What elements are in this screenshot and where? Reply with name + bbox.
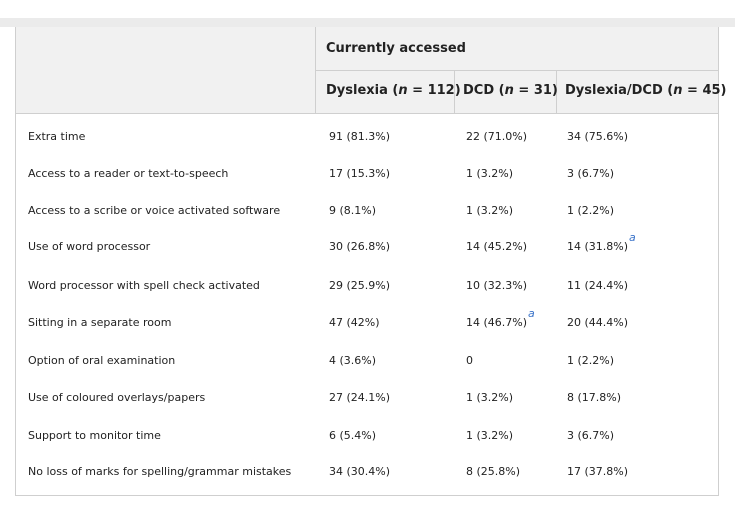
header-col-dcd-name: DCD (463, 83, 495, 98)
cell-dcd: 14 (45.2%) (466, 240, 528, 253)
cell-both: 8 (17.8%) (567, 391, 622, 404)
accommodations-table: Currently accessed Dyslexia (n = 112) DC… (15, 27, 727, 496)
cell-dcd: 1 (3.2%) (466, 391, 514, 404)
row-label: No loss of marks for spelling/grammar mi… (28, 465, 292, 478)
cell-dyslexia: 4 (3.6%) (329, 354, 377, 367)
cell-both: 14 (31.8%) (567, 240, 629, 253)
header-col-dcd: DCD (n = 31) (463, 83, 558, 98)
cell-dyslexia: 9 (8.1%) (329, 204, 377, 217)
row-label: Option of oral examination (28, 354, 176, 367)
cell-dcd: 1 (3.2%) (466, 167, 514, 180)
header-col-both-n-value: 45 (702, 83, 721, 98)
cell-dyslexia: 6 (5.4%) (329, 429, 377, 442)
footnote-marker: a (528, 307, 535, 320)
cell-dcd: 1 (3.2%) (466, 204, 514, 217)
cell-dcd: 10 (32.3%) (466, 279, 528, 292)
header-col-both-name: Dyslexia/DCD (565, 83, 663, 98)
cell-both: 11 (24.4%) (567, 279, 629, 292)
row-label: Access to a reader or text-to-speech (28, 167, 229, 180)
cell-dyslexia: 47 (42%) (329, 316, 380, 329)
row-label: Support to monitor time (28, 429, 161, 442)
cell-dyslexia: 34 (30.4%) (329, 465, 391, 478)
cell-both: 17 (37.8%) (567, 465, 629, 478)
cell-both: 34 (75.6%) (567, 130, 629, 143)
table-header: Currently accessed Dyslexia (n = 112) DC… (16, 27, 727, 114)
cell-both: 1 (2.2%) (567, 204, 615, 217)
header-group-label: Currently accessed (326, 41, 466, 56)
cell-dyslexia: 17 (15.3%) (329, 167, 391, 180)
cell-dcd: 1 (3.2%) (466, 429, 514, 442)
cell-dcd: 8 (25.8%) (466, 465, 521, 478)
header-col-dcd-n-value: 31 (533, 83, 552, 98)
cell-both: 20 (44.4%) (567, 316, 629, 329)
header-divider-both (556, 70, 557, 113)
cell-both: 1 (2.2%) (567, 354, 615, 367)
cell-dyslexia: 29 (25.9%) (329, 279, 391, 292)
cell-both: 3 (6.7%) (567, 167, 615, 180)
header-col-dyslexia: Dyslexia (n = 112) (326, 83, 461, 98)
cell-both: 3 (6.7%) (567, 429, 615, 442)
row-label: Word processor with spell check activate… (28, 279, 260, 292)
cell-dcd: 14 (46.7%) (466, 316, 528, 329)
header-group-rule (315, 70, 718, 71)
cell-dcd: 0 (466, 354, 473, 367)
row-label: Use of coloured overlays/papers (28, 391, 206, 404)
row-label: Access to a scribe or voice activated so… (28, 204, 281, 217)
top-rule (0, 18, 735, 27)
cell-dyslexia: 27 (24.1%) (329, 391, 391, 404)
row-label: Extra time (28, 130, 86, 143)
header-col-both: Dyslexia/DCD (n = 45) (565, 83, 727, 98)
header-col-dyslexia-n-value: 112 (427, 83, 455, 98)
footnote-marker: a (629, 231, 636, 244)
cell-dcd: 22 (71.0%) (466, 130, 528, 143)
header-col-dyslexia-n-label: n (398, 83, 408, 98)
row-label: Sitting in a separate room (28, 316, 172, 329)
header-col-dcd-n-label: n (504, 83, 514, 98)
header-col-both-n-label: n (673, 83, 683, 98)
cell-dyslexia: 30 (26.8%) (329, 240, 391, 253)
header-col-dyslexia-name: Dyslexia (326, 83, 388, 98)
cell-dyslexia: 91 (81.3%) (329, 130, 391, 143)
row-label: Use of word processor (28, 240, 151, 253)
header-divider-dcd (454, 70, 455, 113)
